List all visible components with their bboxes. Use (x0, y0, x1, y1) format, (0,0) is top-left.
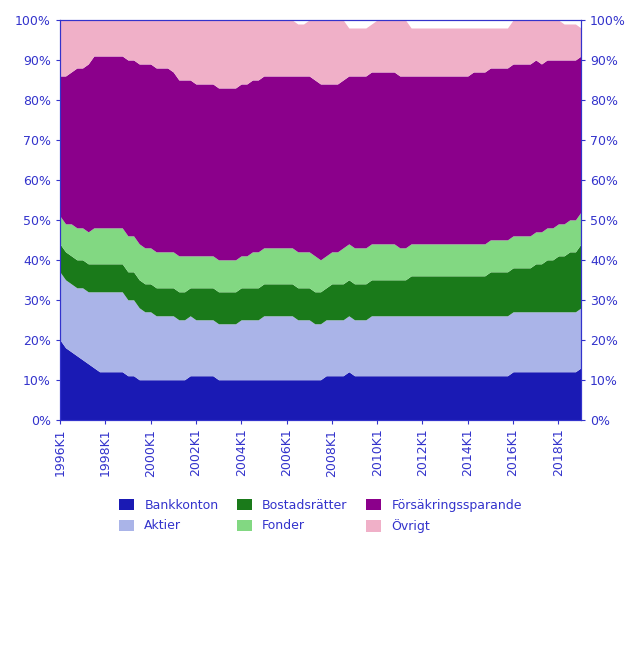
Legend: Bankkonton, Aktier, Bostadsrätter, Fonder, Försäkringssparande, Övrigt: Bankkonton, Aktier, Bostadsrätter, Fonde… (114, 494, 527, 538)
